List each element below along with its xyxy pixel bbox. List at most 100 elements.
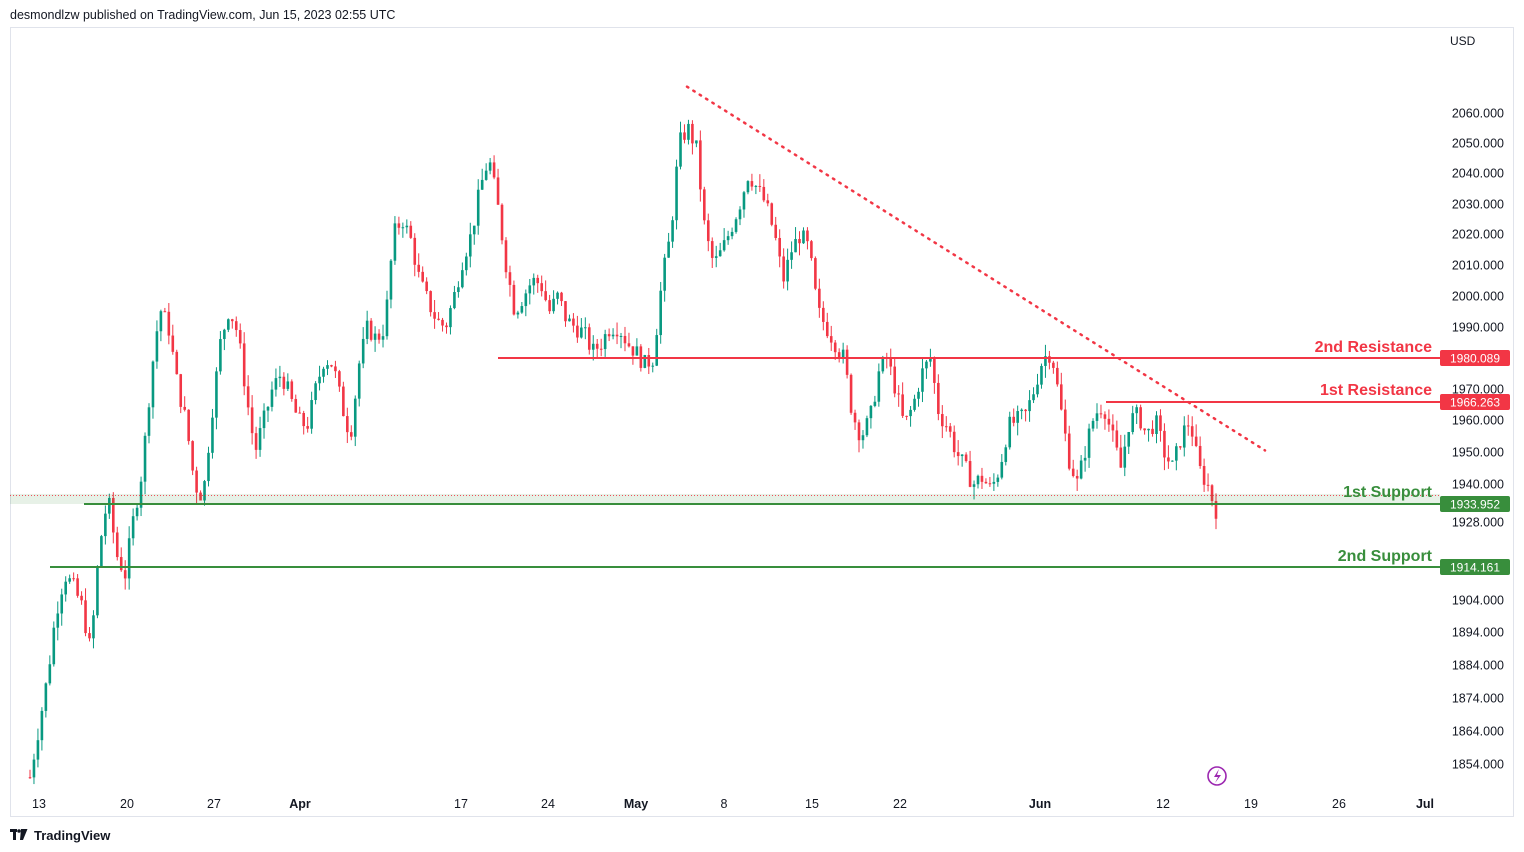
- 2nd-support-level[interactable]: 2nd Support 1914.161: [50, 548, 1510, 575]
- candle: [1155, 411, 1158, 444]
- candle: [131, 508, 135, 546]
- candle: [647, 347, 651, 375]
- candle: [389, 259, 393, 309]
- candle: [302, 410, 305, 435]
- candle: [207, 446, 210, 487]
- candle: [56, 601, 60, 641]
- candle: [1036, 373, 1039, 398]
- candle: [508, 265, 512, 297]
- candle: [671, 216, 674, 248]
- 2nd-resistance-level[interactable]: 2nd Resistance 1980.089: [498, 339, 1510, 366]
- candle: [1159, 409, 1162, 442]
- candle: [798, 231, 801, 256]
- candle: [627, 332, 631, 348]
- candle: [599, 338, 603, 357]
- candle: [964, 452, 968, 463]
- candle: [956, 440, 960, 466]
- time-axis: 13 20 27 Apr 17 24 May 8 15 22 Jun 12 19 26 Jul: [32, 797, 1434, 811]
- candle: [88, 627, 91, 642]
- candle: [706, 213, 710, 252]
- price-tick: 1940.000: [1452, 478, 1504, 492]
- candle: [1123, 434, 1127, 477]
- candle: [1099, 404, 1103, 419]
- candle: [917, 387, 920, 407]
- candle: [413, 233, 417, 277]
- candle: [786, 248, 789, 291]
- candle: [500, 203, 504, 245]
- replay-icon[interactable]: [1207, 766, 1227, 786]
- time-tick: 8: [721, 797, 728, 811]
- 1st-support-level[interactable]: 1st Support 1933.952: [84, 484, 1510, 512]
- candle: [242, 332, 246, 396]
- price-tick: 1950.000: [1452, 446, 1504, 460]
- candle: [480, 168, 484, 190]
- candle: [476, 179, 480, 235]
- price-tick: 1854.000: [1452, 758, 1504, 772]
- 2nd-resistance-price-value: 1980.089: [1450, 352, 1500, 366]
- candle: [1079, 455, 1083, 480]
- candle: [108, 493, 111, 519]
- candle: [520, 301, 524, 314]
- candle: [948, 422, 952, 438]
- candle: [754, 185, 758, 195]
- candle: [572, 313, 575, 333]
- candle: [683, 124, 686, 144]
- price-tick: 1884.000: [1452, 659, 1504, 673]
- candle: [952, 425, 956, 458]
- candle: [1056, 361, 1059, 387]
- candle: [564, 301, 567, 327]
- 1st-resistance-level[interactable]: 1st Resistance 1966.263: [1106, 382, 1510, 410]
- trendline-layer: [685, 85, 1267, 452]
- candle: [246, 375, 250, 416]
- candle: [60, 588, 64, 626]
- candle: [195, 466, 198, 504]
- candle: [802, 227, 805, 244]
- candle: [512, 280, 516, 316]
- candle: [270, 381, 274, 412]
- candle: [504, 237, 508, 279]
- candle: [849, 373, 853, 415]
- candle: [544, 280, 547, 302]
- candle: [960, 454, 964, 467]
- candle: [568, 314, 571, 322]
- tradingview-footer[interactable]: TradingView: [10, 826, 110, 844]
- candle: [484, 163, 488, 181]
- candle: [1024, 408, 1027, 422]
- candle: [1087, 423, 1091, 468]
- candle: [258, 416, 262, 457]
- candle: [1147, 428, 1150, 442]
- candle: [782, 248, 785, 289]
- candle: [36, 728, 40, 768]
- 1st-resistance-label: 1st Resistance: [1320, 382, 1432, 399]
- candle: [1214, 493, 1218, 530]
- candle: [901, 382, 904, 419]
- descending-trendline[interactable]: [685, 85, 1267, 452]
- candle: [322, 366, 325, 383]
- candle: [346, 407, 349, 444]
- candle: [373, 326, 377, 352]
- candles-layer: [28, 119, 1218, 785]
- candle: [1067, 425, 1071, 471]
- candle: [944, 416, 948, 432]
- candle: [905, 415, 908, 421]
- candle: [869, 404, 873, 429]
- candle: [472, 225, 476, 245]
- candle: [111, 492, 115, 544]
- candle: [461, 262, 464, 289]
- candle: [143, 432, 147, 495]
- time-tick: 27: [207, 797, 221, 811]
- candle: [393, 216, 397, 265]
- candle: [774, 216, 778, 241]
- candle: [595, 339, 599, 359]
- 2nd-support-price-tag: [1440, 559, 1510, 575]
- candle: [1210, 484, 1214, 507]
- time-tick: Apr: [289, 797, 311, 811]
- candle: [421, 266, 424, 283]
- candle: [334, 360, 337, 378]
- candle: [726, 230, 730, 245]
- candle: [861, 430, 865, 449]
- candle: [397, 216, 401, 235]
- candle: [548, 294, 551, 314]
- candle: [591, 335, 595, 361]
